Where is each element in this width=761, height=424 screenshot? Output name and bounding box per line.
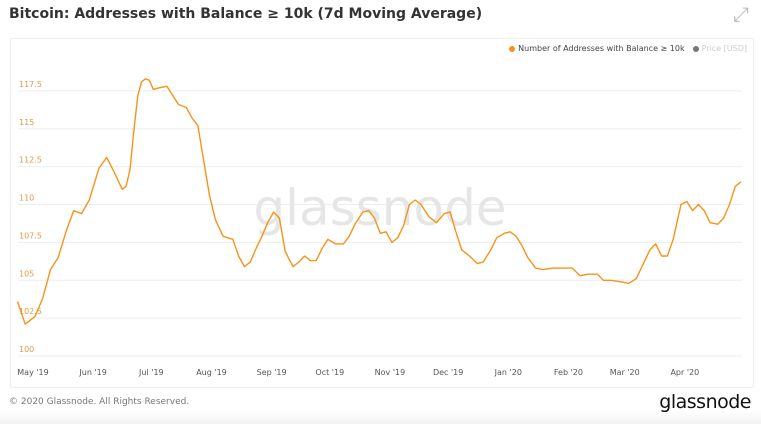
watermark: glassnode	[253, 179, 506, 237]
legend-label: Number of Addresses with Balance ≥ 10k	[518, 44, 685, 53]
x-tick-label: Sep '19	[257, 368, 287, 377]
y-tick-label: 105	[19, 269, 34, 278]
legend-item-price[interactable]: Price [USD]	[692, 44, 747, 53]
y-tick-label: 102.5	[19, 307, 42, 316]
x-tick-label: Feb '20	[554, 368, 583, 377]
legend-item-addresses[interactable]: Number of Addresses with Balance ≥ 10k	[509, 44, 685, 53]
legend-dot-icon	[509, 45, 516, 52]
x-tick-label: Mar '20	[610, 368, 640, 377]
x-tick-label: May '19	[17, 368, 48, 377]
copyright: © 2020 Glassnode. All Rights Reserved.	[9, 397, 190, 407]
x-tick-label: Nov '19	[375, 368, 406, 377]
x-tick-label: Dec '19	[433, 368, 463, 377]
x-tick-label: Apr '20	[670, 368, 699, 377]
series-line-addresses	[16, 78, 742, 325]
y-tick-label: 100	[19, 345, 34, 354]
y-tick-label: 115	[19, 118, 34, 127]
x-tick-label: Jun '19	[78, 368, 106, 377]
x-tick-label: Aug '19	[196, 368, 227, 377]
y-tick-label: 112.5	[19, 156, 42, 165]
expand-icon[interactable]: ⤢	[733, 2, 749, 26]
y-tick-label: 110	[19, 194, 34, 203]
y-tick-label: 117.5	[19, 80, 42, 89]
x-tick-label: Jul '19	[138, 368, 164, 377]
chart-card	[10, 38, 754, 388]
x-tick-label: Oct '19	[315, 368, 344, 377]
x-tick-label: Jan '20	[494, 368, 522, 377]
legend: Number of Addresses with Balance ≥ 10k P…	[509, 44, 747, 53]
legend-dot-icon	[692, 45, 699, 52]
legend-label: Price [USD]	[701, 44, 747, 53]
y-tick-label: 107.5	[19, 231, 42, 240]
glassnode-logo: glassnode	[659, 391, 751, 413]
chart-title: Bitcoin: Addresses with Balance ≥ 10k (7…	[9, 6, 483, 22]
footer-bg	[0, 410, 761, 424]
